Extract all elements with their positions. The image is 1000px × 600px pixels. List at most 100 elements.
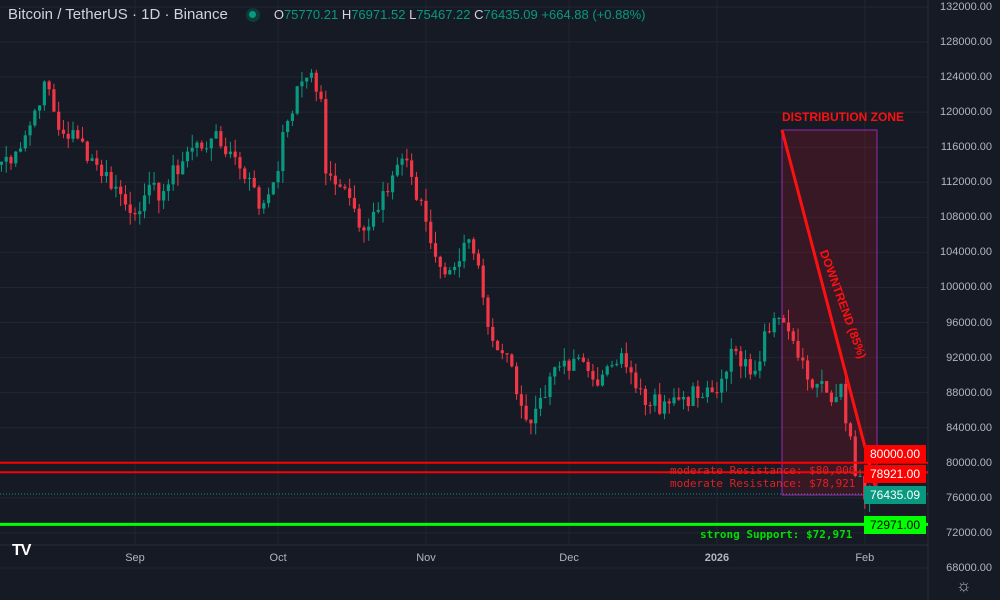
candle-body [228,151,232,155]
candle-body [686,397,690,407]
candle-body [820,381,824,384]
candle-body [796,340,800,358]
candle-body [266,194,271,204]
candle-body [619,353,624,364]
candle-body [767,331,772,333]
candle-body [80,138,85,142]
candle-body [858,475,862,477]
candle-body [515,366,519,395]
candle-body [529,419,533,424]
symbol-title[interactable]: Bitcoin / TetherUS · 1D · Binance [8,6,228,23]
candle-body [653,394,657,406]
candle-body [462,242,466,262]
settings-gear-icon[interactable]: ☼ [956,576,972,595]
candle-body [524,405,528,420]
candle-body [190,147,194,152]
price-axis-label: 76000.00 [946,491,992,504]
resistance-78921-tag: 78921.00 [864,465,926,483]
last-price-tag: 76435.09 [864,486,926,504]
candle-body [696,386,700,399]
candle-body [543,397,547,399]
downtrend-line [780,129,879,494]
price-axis-label: 100000.00 [940,281,992,294]
candle-body [338,184,342,187]
candle-body [815,383,819,388]
candle-body [195,142,199,148]
candle-body [314,72,318,92]
candle-body [448,270,452,275]
candle-body [701,397,705,399]
candle-body [801,357,805,361]
price-axis-label: 96000.00 [946,316,992,329]
price-axis-label: 84000.00 [946,421,992,434]
candle-body [66,133,70,139]
price-axis-label: 132000.00 [940,1,992,13]
candle-body [782,318,786,323]
candle-body [381,191,385,210]
candle-body [853,436,857,476]
candle-body [615,363,619,366]
candle-body [581,357,585,362]
candle-body [390,175,395,193]
candle-body [438,256,442,267]
candle-body [352,197,357,209]
candle-body [548,376,552,398]
candle-body [224,146,228,155]
candle-body [538,397,543,409]
candle-body [38,105,42,111]
candle-body [42,81,46,106]
candle-body [639,388,643,390]
price-axis-label: 120000.00 [940,106,992,119]
candle-body [376,209,380,212]
candle-body [152,182,156,185]
ohlc-values: O75770.21 H76971.52 L75467.22 C76435.09 … [273,7,646,22]
candle-body [758,361,762,371]
candle-body [596,379,600,386]
candle-body [142,195,147,212]
candle-body [247,177,252,179]
candle-body [147,184,151,196]
candle-body [500,350,504,354]
candle-body [648,405,652,407]
candle-body [429,221,433,244]
candle-body [753,370,757,375]
candle-body [763,331,767,362]
candle-body [844,383,848,424]
candle-body [185,151,190,162]
candle-body [133,212,137,215]
candle-body [825,381,829,393]
candle-body [104,171,108,177]
tradingview-logo-icon[interactable]: TV [12,542,31,559]
candle-body [691,386,695,407]
candle-body [219,131,223,147]
candle-body [362,227,366,231]
candle-body [720,378,724,393]
candle-body [433,243,438,257]
resistance-labels: moderate Resistance: $80,000 moderate Re… [670,464,855,490]
resistance-label-1: moderate Resistance: $80,000 [670,464,856,477]
candle-body [734,348,738,352]
candle-body [534,408,538,424]
candle-body [200,142,204,149]
candle-body [786,322,791,332]
price-axis-label: 128000.00 [940,36,992,49]
time-axis-label: Dec [559,552,579,564]
candle-body [309,72,314,78]
candle-body [333,175,337,185]
candle-body [567,360,571,371]
candle-body [410,160,414,177]
candle-body [743,359,748,367]
candle-body [85,141,89,161]
candle-body [605,366,609,375]
chart-legend: Bitcoin / TetherUS · 1D · Binance O75770… [8,6,645,23]
candle-body [715,392,719,394]
price-axis-label: 88000.00 [946,386,992,399]
candle-body [95,158,99,165]
candle-body [328,173,333,176]
price-axis-label: 68000.00 [946,561,992,574]
time-axis-label: Oct [269,552,287,564]
candle-body [481,265,485,298]
candle-body [181,161,185,175]
candle-body [123,194,128,205]
